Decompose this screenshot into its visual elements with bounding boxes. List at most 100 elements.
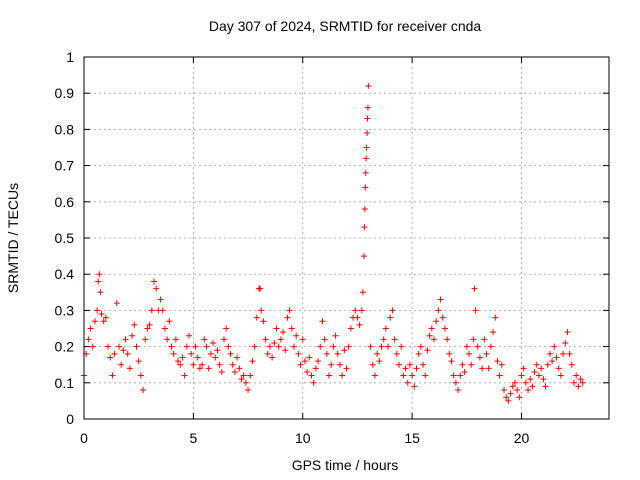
data-point: [404, 379, 411, 386]
data-point: [98, 311, 105, 318]
data-point: [153, 285, 160, 292]
data-point: [216, 361, 223, 368]
data-point: [511, 379, 518, 386]
data-point: [85, 336, 92, 343]
data-point: [196, 365, 203, 372]
data-point: [151, 278, 157, 285]
data-point: [312, 365, 319, 372]
data-point: [210, 339, 217, 346]
plot-frame: [83, 56, 610, 420]
data-point: [306, 354, 313, 361]
data-point: [367, 343, 374, 350]
data-point: [485, 365, 492, 372]
y-axis-label: SRMTID / TECUs: [5, 183, 21, 293]
data-point: [577, 376, 584, 383]
data-point: [269, 354, 276, 361]
data-point: [391, 336, 398, 343]
data-point: [364, 104, 371, 111]
data-point: [483, 350, 490, 357]
data-point: [304, 368, 311, 375]
data-point: [234, 354, 241, 361]
data-point: [102, 314, 109, 321]
data-point: [277, 336, 284, 343]
x-tick-label: 10: [295, 430, 311, 446]
data-point: [157, 296, 164, 303]
x-tick-label: 5: [189, 430, 197, 446]
data-point: [223, 325, 230, 332]
data-point: [369, 361, 376, 368]
data-point: [354, 314, 361, 321]
data-point: [566, 350, 573, 357]
data-point: [107, 354, 114, 361]
data-point: [148, 307, 155, 314]
data-point: [253, 314, 260, 321]
data-point: [295, 350, 302, 357]
data-point: [129, 332, 136, 339]
data-point: [264, 350, 271, 357]
data-point: [361, 206, 368, 213]
y-tick-label: 0.7: [55, 158, 75, 174]
data-point: [308, 372, 315, 379]
data-point: [310, 379, 317, 386]
data-point: [109, 372, 116, 379]
data-point: [358, 307, 365, 314]
data-point: [529, 383, 536, 390]
data-point: [124, 350, 131, 357]
data-point: [122, 336, 129, 343]
data-point: [364, 130, 371, 137]
data-point: [389, 307, 396, 314]
data-point: [472, 307, 479, 314]
data-point: [315, 358, 322, 365]
data-point: [140, 387, 147, 394]
data-point: [551, 343, 558, 350]
data-point: [557, 372, 564, 379]
data-point: [97, 289, 104, 296]
data-point: [159, 307, 166, 314]
data-point: [468, 361, 475, 368]
data-point: [538, 365, 545, 372]
data-point: [364, 115, 371, 122]
data-point: [207, 350, 214, 357]
data-point: [240, 372, 247, 379]
data-point: [544, 361, 551, 368]
y-tick-label: 0.1: [55, 375, 75, 391]
data-point: [361, 224, 368, 231]
data-point: [422, 372, 429, 379]
data-point: [242, 379, 249, 386]
data-point: [575, 383, 582, 390]
data-point: [135, 358, 142, 365]
data-point: [385, 343, 392, 350]
data-point: [221, 336, 227, 343]
data-point: [459, 361, 466, 368]
grid-lines: [84, 57, 609, 419]
data-point: [471, 285, 478, 292]
data-point: [363, 144, 370, 151]
data-point: [409, 372, 416, 379]
data-point: [113, 300, 120, 307]
data-point: [257, 285, 264, 292]
data-point: [168, 343, 175, 350]
data-point: [201, 336, 208, 343]
data-point: [474, 343, 481, 350]
data-point: [494, 358, 501, 365]
data-point: [166, 318, 173, 325]
data-point: [323, 350, 330, 357]
data-point: [199, 361, 206, 368]
data-point: [501, 387, 507, 394]
data-point: [564, 329, 571, 336]
data-point: [362, 184, 369, 191]
x-tick-label: 20: [514, 430, 530, 446]
data-point: [420, 361, 427, 368]
data-point: [238, 376, 245, 383]
data-point: [487, 343, 494, 350]
data-point: [301, 358, 308, 365]
data-point: [470, 336, 477, 343]
data-point: [284, 314, 291, 321]
data-point: [227, 350, 234, 357]
data-point: [579, 379, 586, 386]
data-point: [553, 354, 560, 361]
data-point: [455, 387, 462, 394]
data-point: [571, 379, 577, 386]
data-point: [334, 350, 341, 357]
